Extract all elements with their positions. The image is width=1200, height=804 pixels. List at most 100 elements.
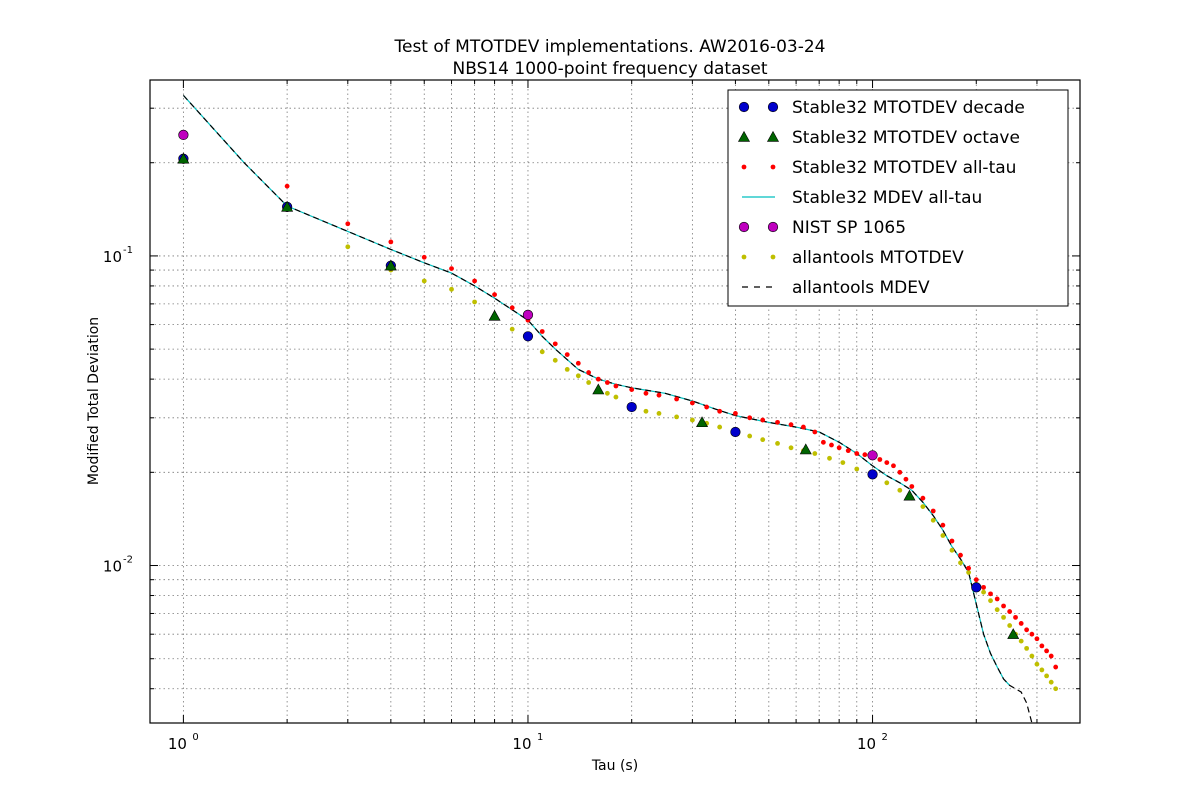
data-point <box>552 357 558 363</box>
data-point <box>345 221 351 227</box>
data-point <box>730 426 741 438</box>
data-point <box>1048 653 1054 659</box>
data-point <box>1001 614 1006 620</box>
data-point <box>689 417 695 423</box>
plot-frame <box>149 79 1081 724</box>
data-point <box>717 408 723 414</box>
data-point <box>575 373 581 379</box>
legend-label: allantools MTOTDEV <box>792 248 964 268</box>
data-point <box>604 380 610 385</box>
data-point <box>812 429 818 435</box>
legend-item: Stable32 MDEV all-tau <box>742 188 982 208</box>
data-point <box>509 326 515 332</box>
data-point <box>1024 627 1030 633</box>
data-point <box>509 305 515 311</box>
data-point <box>884 460 890 465</box>
data-point <box>903 489 916 501</box>
data-point <box>472 299 477 305</box>
data-point <box>613 383 619 389</box>
data-point <box>897 487 903 493</box>
data-layer <box>177 94 1059 724</box>
legend-item: Stable32 MTOTDEV decade <box>738 98 1025 118</box>
data-point <box>733 410 738 416</box>
data-point <box>891 463 896 469</box>
data-point <box>717 424 723 430</box>
data-point <box>930 508 936 514</box>
legend-item: Stable32 MTOTDEV octave <box>737 128 1020 148</box>
data-point <box>564 352 570 358</box>
data-point <box>613 394 619 400</box>
data-point <box>988 598 993 604</box>
tick-layer: 10 0 10 1 10 210 -110 -2 <box>103 80 1081 753</box>
legend-label: allantools MDEV <box>792 278 930 298</box>
y-axis-label: Modified Total Deviation <box>86 317 102 485</box>
data-point <box>696 416 709 428</box>
data-point <box>770 254 776 260</box>
data-point <box>820 439 826 445</box>
data-point <box>958 560 963 566</box>
data-point <box>1034 636 1040 642</box>
legend-label: Stable32 MTOTDEV decade <box>792 98 1025 118</box>
data-point <box>564 366 570 372</box>
y-tick-label: 10 <box>103 558 122 576</box>
data-point <box>1053 664 1059 670</box>
data-point <box>626 401 637 413</box>
data-point <box>674 414 680 420</box>
data-point <box>656 410 662 416</box>
data-point <box>981 584 986 590</box>
series-line <box>182 94 1033 724</box>
legend-item: allantools MTOTDEV <box>741 248 964 268</box>
data-point <box>770 164 776 170</box>
data-point <box>877 457 883 462</box>
data-point <box>840 460 846 465</box>
data-point <box>940 533 946 538</box>
data-point <box>421 254 427 260</box>
data-point <box>1044 648 1050 654</box>
data-point <box>940 522 946 528</box>
data-point <box>281 200 294 212</box>
data-point <box>973 577 979 583</box>
data-point <box>801 424 806 430</box>
chart-subtitle: NBS14 1000-point frequency dataset <box>452 59 767 79</box>
data-point <box>1007 628 1020 639</box>
data-point <box>741 254 747 260</box>
data-point <box>988 591 993 597</box>
legend-label: Stable32 MTOTDEV octave <box>792 128 1020 148</box>
data-point <box>994 596 1000 602</box>
data-point <box>552 341 558 347</box>
data-point <box>966 570 971 575</box>
data-point <box>1007 609 1013 614</box>
data-point <box>854 466 860 472</box>
data-point <box>177 152 190 164</box>
x-axis-label: Tau (s) <box>591 758 638 774</box>
data-point <box>903 476 909 482</box>
data-point <box>488 309 501 321</box>
legend-label: Stable32 MDEV all-tau <box>792 188 982 208</box>
data-point <box>827 455 832 461</box>
data-point <box>741 164 747 170</box>
data-point <box>966 565 971 571</box>
data-point <box>812 451 818 456</box>
data-point <box>788 422 794 428</box>
data-point <box>867 450 878 461</box>
data-point <box>575 360 581 366</box>
data-point <box>767 221 779 233</box>
legend: Stable32 MTOTDEV decade Stable32 MTOTDEV … <box>727 89 1069 307</box>
data-point <box>994 607 1000 613</box>
data-point <box>930 517 936 523</box>
data-point <box>884 480 890 486</box>
data-point <box>604 390 610 396</box>
data-point <box>775 419 780 425</box>
data-point <box>799 443 812 455</box>
data-point <box>643 390 649 396</box>
data-point <box>522 309 534 320</box>
chart-title: Test of MTOTDEV implementations. AW2016-… <box>393 37 825 57</box>
data-point <box>586 380 592 385</box>
data-point <box>472 278 477 284</box>
data-point <box>981 589 986 595</box>
data-point <box>592 383 605 395</box>
data-point <box>1039 643 1045 649</box>
data-point <box>1053 686 1059 692</box>
